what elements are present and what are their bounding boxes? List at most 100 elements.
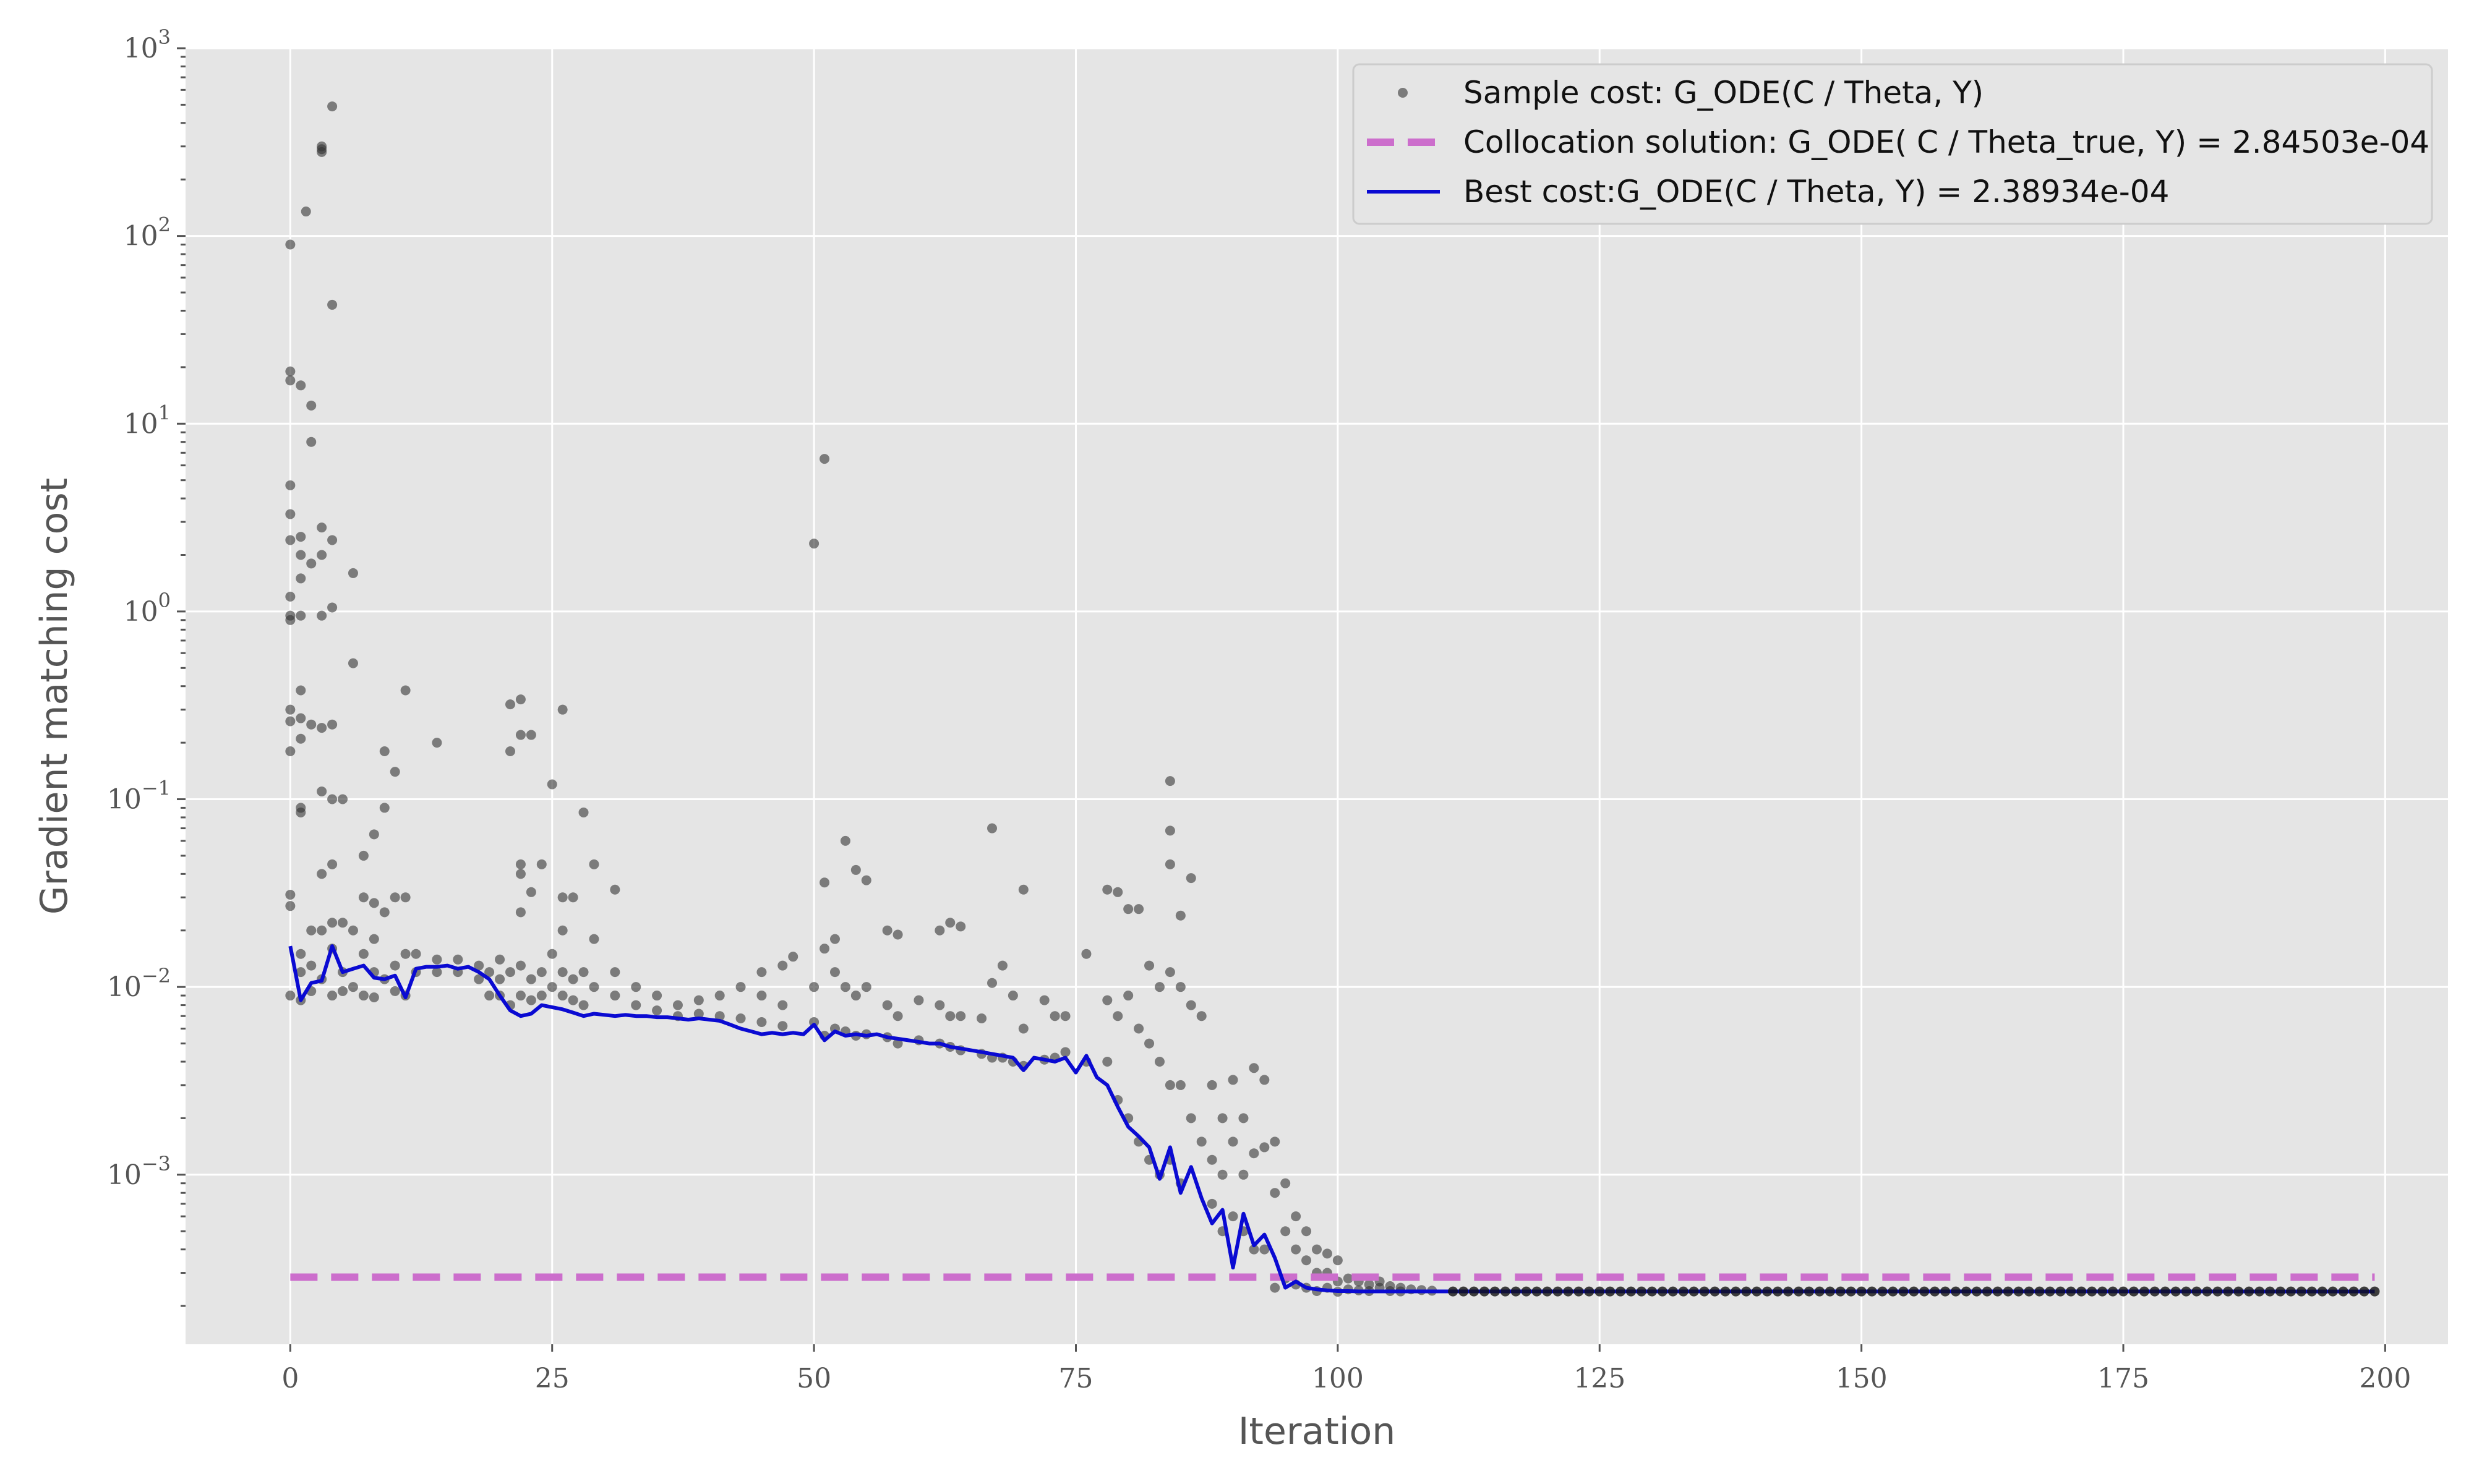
- sample-cost-point: [1270, 1136, 1280, 1147]
- sample-cost-point: [1165, 967, 1175, 978]
- sample-cost-point: [935, 925, 945, 936]
- converged-sample-point: [2212, 1286, 2223, 1297]
- series-layer: [285, 101, 2380, 1297]
- sample-cost-point: [1175, 1080, 1186, 1090]
- converged-sample-point: [2087, 1286, 2097, 1297]
- converged-sample-point: [1667, 1286, 1678, 1297]
- sample-cost-point: [589, 982, 599, 992]
- sample-cost-point: [652, 1005, 662, 1016]
- sample-cost-point: [809, 539, 820, 549]
- sample-cost-point: [756, 1017, 767, 1027]
- converged-sample-point: [2265, 1286, 2275, 1297]
- sample-cost-point: [495, 974, 505, 984]
- sample-cost-point: [515, 869, 526, 879]
- sample-cost-point: [777, 960, 788, 971]
- sample-cost-point: [882, 925, 892, 936]
- sample-cost-point: [1102, 884, 1113, 895]
- sample-cost-point: [1186, 873, 1196, 884]
- sample-cost-point: [589, 934, 599, 944]
- converged-sample-point: [1825, 1286, 1835, 1297]
- converged-sample-point: [2066, 1286, 2076, 1297]
- sample-cost-point: [306, 960, 317, 971]
- converged-sample-point: [2076, 1286, 2087, 1297]
- sample-cost-point: [809, 982, 820, 992]
- sample-cost-point: [672, 1000, 683, 1010]
- sample-cost-point: [301, 207, 311, 217]
- converged-sample-point: [2097, 1286, 2108, 1297]
- sample-cost-point: [317, 147, 327, 157]
- sample-cost-point: [379, 907, 390, 918]
- sample-cost-point: [850, 991, 861, 1001]
- sample-cost-point: [777, 1021, 788, 1031]
- sample-cost-point: [317, 786, 327, 796]
- converged-sample-point: [1510, 1286, 1521, 1297]
- converged-sample-point: [2359, 1286, 2369, 1297]
- sample-cost-point: [285, 615, 296, 625]
- sample-cost-point: [317, 869, 327, 879]
- x-axis-label: Iteration: [1238, 1410, 1396, 1453]
- sample-cost-point: [285, 901, 296, 911]
- converged-sample-point: [2306, 1286, 2317, 1297]
- converged-sample-point: [1835, 1286, 1846, 1297]
- sample-cost-point: [390, 960, 400, 971]
- x-tick-label: 50: [797, 1363, 831, 1394]
- sample-cost-point: [568, 974, 578, 984]
- converged-sample-point: [1521, 1286, 1531, 1297]
- sample-cost-point: [547, 982, 557, 992]
- sample-cost-point: [1165, 1080, 1175, 1090]
- sample-cost-point: [432, 954, 442, 965]
- sample-cost-point: [568, 892, 578, 903]
- sample-cost-point: [1113, 1011, 1123, 1021]
- sample-cost-point: [317, 723, 327, 733]
- converged-sample-point: [1909, 1286, 1919, 1297]
- converged-sample-point: [1951, 1286, 1961, 1297]
- converged-sample-point: [1563, 1286, 1573, 1297]
- sample-cost-point: [536, 859, 547, 869]
- converged-sample-point: [1898, 1286, 1909, 1297]
- sample-cost-point: [610, 967, 620, 978]
- sample-cost-point: [358, 949, 369, 959]
- sample-cost-point: [1050, 1011, 1060, 1021]
- sample-cost-point: [945, 918, 956, 928]
- sample-cost-point: [400, 949, 411, 959]
- sample-cost-point: [547, 949, 557, 959]
- sample-cost-point: [526, 995, 536, 1005]
- converged-sample-point: [1720, 1286, 1731, 1297]
- sample-cost-point: [317, 925, 327, 936]
- converged-sample-point: [2285, 1286, 2296, 1297]
- sample-cost-point: [1165, 859, 1175, 869]
- sample-cost-point: [956, 921, 966, 932]
- sample-cost-point: [1301, 1226, 1312, 1237]
- sample-cost-point: [358, 991, 369, 1001]
- sample-cost-point: [610, 991, 620, 1001]
- converged-sample-point: [1794, 1286, 1804, 1297]
- converged-sample-point: [1469, 1286, 1479, 1297]
- sample-cost-point: [306, 719, 317, 730]
- sample-cost-point: [285, 991, 296, 1001]
- converged-sample-point: [2327, 1286, 2338, 1297]
- converged-sample-point: [1762, 1286, 1773, 1297]
- sample-cost-point: [505, 699, 515, 710]
- sample-cost-point: [296, 949, 306, 959]
- sample-cost-point: [432, 738, 442, 748]
- sample-cost-point: [820, 454, 830, 464]
- converged-sample-point: [1856, 1286, 1867, 1297]
- converged-sample-point: [1877, 1286, 1888, 1297]
- plot-area: [186, 48, 2448, 1344]
- sample-cost-point: [400, 685, 411, 696]
- sample-cost-point: [756, 991, 767, 1001]
- sample-cost-point: [348, 568, 358, 578]
- converged-sample-point: [1594, 1286, 1605, 1297]
- legend-scatter-marker: [1398, 88, 1408, 98]
- sample-cost-point: [714, 1011, 725, 1021]
- sample-cost-point: [306, 400, 317, 411]
- sample-cost-point: [1060, 1011, 1071, 1021]
- sample-cost-point: [515, 991, 526, 1001]
- converged-sample-point: [1605, 1286, 1616, 1297]
- sample-cost-point: [777, 1000, 788, 1010]
- sample-cost-point: [861, 982, 871, 992]
- sample-cost-point: [296, 550, 306, 560]
- sample-cost-point: [390, 892, 400, 903]
- sample-cost-point: [505, 746, 515, 757]
- converged-sample-point: [1479, 1286, 1489, 1297]
